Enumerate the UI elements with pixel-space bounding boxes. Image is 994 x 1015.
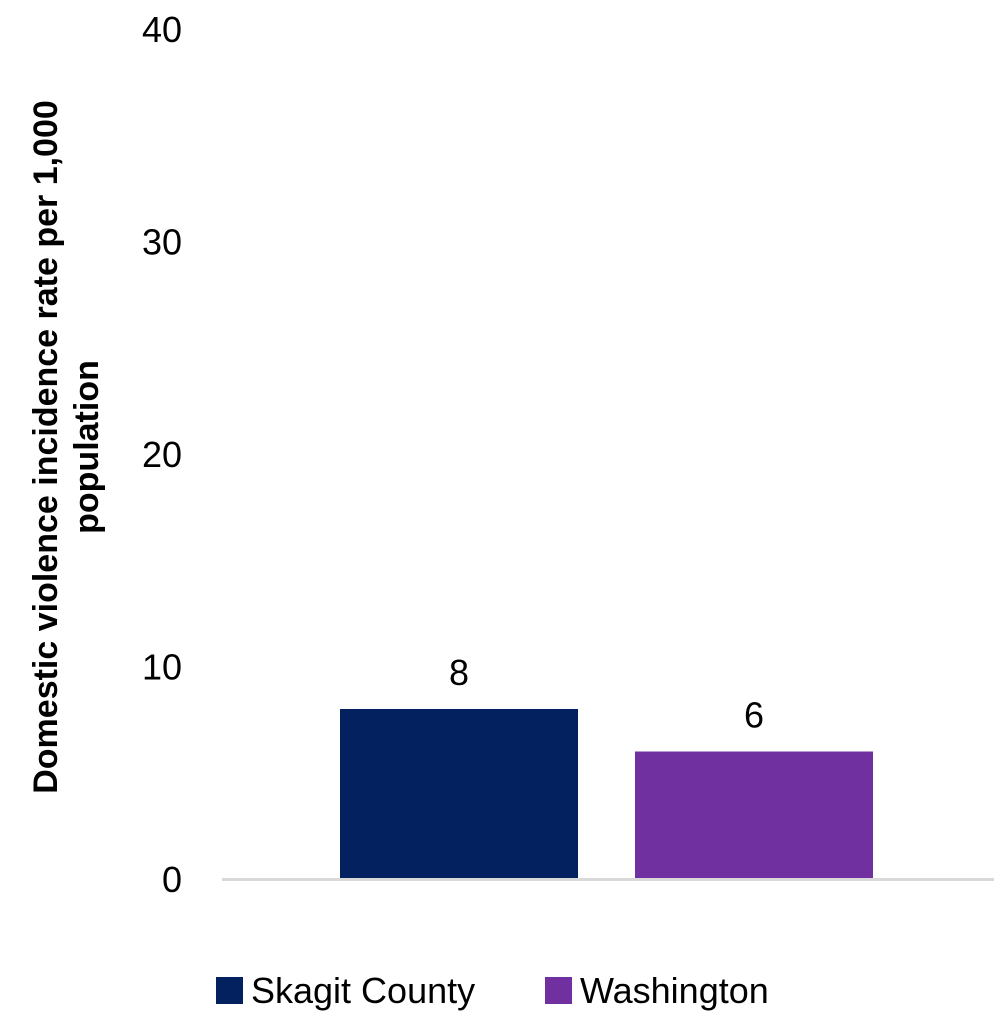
legend: Skagit County Washington: [216, 970, 769, 1011]
y-axis-title-line-2: population: [68, 360, 106, 534]
y-tick-label: 10: [142, 647, 182, 688]
y-tick-label: 20: [142, 434, 182, 475]
legend-label: Washington: [580, 970, 769, 1011]
y-tick-label: 30: [142, 222, 182, 263]
y-axis-title: Domestic violence incidence rate per 1,0…: [27, 100, 106, 794]
bar: [635, 751, 873, 879]
bars-group: [340, 709, 873, 879]
y-tick-label: 40: [142, 9, 182, 50]
y-axis-ticks: 0 10 20 30 40: [142, 9, 182, 900]
legend-label: Skagit County: [251, 970, 475, 1011]
bar-data-label: 8: [449, 652, 469, 693]
data-labels-group: 86: [449, 652, 764, 736]
legend-swatch: [545, 977, 572, 1004]
y-tick-label: 0: [162, 859, 182, 900]
y-axis-title-line-1: Domestic violence incidence rate per 1,0…: [27, 100, 65, 794]
bar: [340, 709, 578, 879]
legend-swatch: [216, 977, 243, 1004]
bar-data-label: 6: [744, 695, 764, 736]
